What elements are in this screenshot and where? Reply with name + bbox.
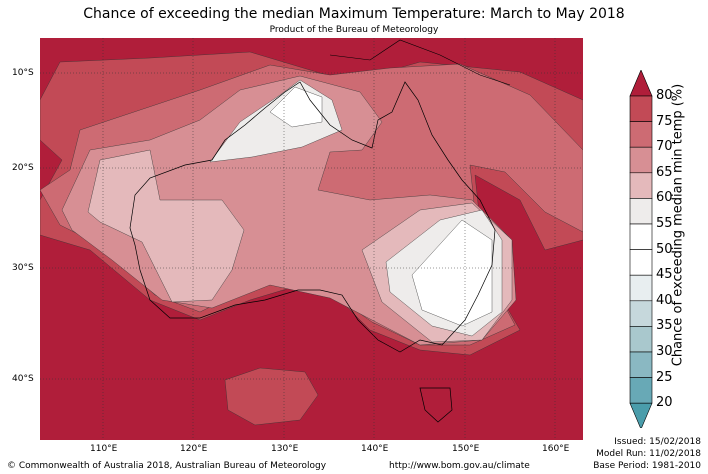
map-subtitle: Product of the Bureau of Meteorology <box>269 25 439 35</box>
band-60-65-west <box>87 149 245 303</box>
colorbar-segment <box>629 223 653 250</box>
colorbar-extend-low <box>629 402 653 428</box>
lon-label: 110°E <box>90 444 118 454</box>
colorbar-tick-label: 30 <box>656 344 673 359</box>
base-period: Base Period: 1981-2010 <box>593 461 701 471</box>
colorbar-tick-label: 65 <box>656 164 673 180</box>
lat-label: 30°S <box>12 263 34 273</box>
colorbar-segment <box>629 121 653 148</box>
model-run-date: Model Run: 11/02/2018 <box>596 449 701 459</box>
new-guinea-coastline <box>329 39 511 86</box>
band-75-80-south <box>224 367 319 426</box>
map-title: Chance of exceeding the median Maximum T… <box>83 6 625 22</box>
colorbar-segment <box>629 326 653 353</box>
lat-label: 20°S <box>12 163 34 173</box>
colorbar-tick-label: 40 <box>656 292 673 308</box>
colorbar-tick-label: 60 <box>656 190 673 206</box>
colorbar-segment <box>629 95 653 122</box>
graticule <box>40 38 583 440</box>
colorbar-segment <box>629 172 653 199</box>
colorbar-tick-label: 35 <box>656 318 673 334</box>
band-50-55-north <box>269 86 323 128</box>
colorbar-tick-label: 50 <box>656 241 673 257</box>
lon-label: 160°E <box>542 444 570 454</box>
colorbar-extend-high <box>629 70 653 97</box>
colorbar-tick-label: 55 <box>656 216 673 231</box>
colorbar-tick-label: 25 <box>656 369 673 385</box>
lon-label: 120°E <box>180 444 208 454</box>
colorbar-segment <box>629 274 653 302</box>
colorbar-segment <box>629 351 653 378</box>
band-50-55-east <box>411 219 493 327</box>
tasmania-coastline <box>419 387 453 423</box>
colorbar-tick-label: 75 <box>656 113 673 129</box>
website-link[interactable]: http://www.bom.gov.au/climate <box>389 461 530 471</box>
lat-label: 40°S <box>12 374 34 384</box>
australia-coastline <box>129 81 496 353</box>
colorbar-tick-label: 70 <box>656 139 673 155</box>
colorbar-segment <box>629 300 653 327</box>
colorbar-segment <box>629 198 653 225</box>
colorbar-label: Chance of exceeding median min temp (%) <box>670 83 686 367</box>
colorbar-segment <box>629 377 653 404</box>
copyright-text: © Commonwealth of Australia 2018, Austra… <box>7 461 327 471</box>
issued-date: Issued: 15/02/2018 <box>614 437 701 447</box>
colorbar-segment <box>629 249 653 276</box>
lon-label: 150°E <box>452 444 480 454</box>
lon-label: 140°E <box>361 444 389 454</box>
colorbar-tick-label: 80 <box>656 88 673 103</box>
probability-map <box>40 38 583 440</box>
colorbar-tick-label: 20 <box>656 395 673 411</box>
lon-label: 130°E <box>271 444 299 454</box>
colorbar <box>629 70 653 428</box>
colorbar-segment <box>629 146 653 174</box>
colorbar-tick-label: 45 <box>656 267 673 283</box>
lat-label: 10°S <box>12 68 34 78</box>
